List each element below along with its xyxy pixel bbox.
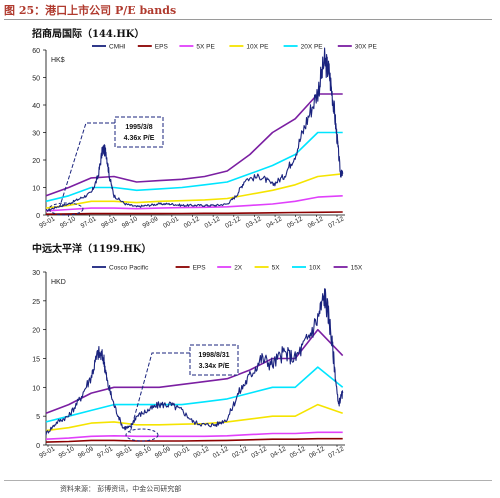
legend-entry: EPS — [193, 265, 207, 272]
series-line-30x-pe — [45, 93, 343, 197]
y-tick-label: 60 — [32, 48, 40, 55]
x-tick-label: 01-12 — [212, 445, 230, 460]
chart2-title: 中远太平洋（1199.HK） — [32, 244, 152, 255]
x-tick-label: 06-12 — [307, 215, 325, 230]
x-tick-label: 95-10 — [58, 445, 76, 460]
annotation-box — [114, 116, 164, 148]
source-rule — [4, 480, 492, 481]
x-tick-label: 95-01 — [38, 215, 56, 230]
x-tick-label: 03-12 — [245, 215, 263, 230]
x-tick-label: 99-09 — [142, 215, 160, 230]
figure-title: 图 25：港口上市公司 P/E bands — [4, 4, 177, 17]
y-axis-label: HK$ — [51, 57, 65, 64]
chart-cosco-pacific: 0 5 10 15 20 25 30 HKD 95-01 95-10 96-09 97-01 98-01… — [32, 265, 363, 460]
x-tick-label: 02-12 — [231, 445, 249, 460]
x-tick-label: 07-12 — [327, 445, 345, 460]
x-tick-label: 00-12 — [183, 215, 201, 230]
series-line-10x-pe — [45, 173, 343, 209]
legend-entry: CMHI — [109, 44, 126, 51]
legend-entry: 10X — [309, 265, 321, 272]
annotation-date: 1998/8/31 — [198, 352, 229, 359]
x-tick-label: 05-12 — [289, 445, 307, 460]
y-tick-label: 20 — [32, 158, 40, 165]
x-tick-label: 98-01 — [100, 215, 118, 230]
source-note: 资料来源： 彭博资讯，中金公司研究部 — [60, 485, 182, 493]
series-line-5x-pe — [45, 195, 343, 212]
x-tick-label: 97-01 — [80, 215, 98, 230]
annotation-leader — [59, 122, 115, 207]
annotation-box — [189, 344, 239, 376]
series-line-2x — [45, 431, 343, 440]
y-tick-label: 0 — [36, 213, 40, 220]
y-tick-label: 5 — [36, 414, 40, 421]
x-tick-label: 02-12 — [224, 215, 242, 230]
x-tick-label: 98-10 — [121, 215, 139, 230]
x-tick-label: 98-10 — [135, 445, 153, 460]
legend-entry: 20X PE — [301, 44, 324, 51]
x-tick-label: 00-01 — [173, 445, 191, 460]
series-line-eps — [45, 211, 343, 215]
legend-entry: 30X PE — [355, 44, 378, 51]
y-tick-label: 10 — [32, 186, 40, 193]
x-tick-label: 96-09 — [77, 445, 95, 460]
series-line-cosco-pacific — [45, 288, 344, 436]
legend-entry: 2X — [234, 265, 243, 272]
annotation-circle — [48, 202, 84, 216]
x-tick-label: 05-12 — [286, 215, 304, 230]
x-tick-label: 03-12 — [250, 445, 268, 460]
annotation-pe: 4.36x P/E — [124, 135, 155, 142]
annotation-pe: 3.34x P/E — [199, 363, 230, 370]
x-tick-label: 00-12 — [192, 445, 210, 460]
x-tick-label: 95-01 — [38, 445, 56, 460]
annotation-date: 1995/3/8 — [125, 124, 152, 131]
x-tick-label: 01-12 — [203, 215, 221, 230]
x-tick-label: 04-12 — [270, 445, 288, 460]
y-tick-label: 40 — [32, 103, 40, 110]
y-tick-label: 30 — [32, 270, 40, 277]
series-line-20x-pe — [45, 131, 343, 203]
legend-entry: 5X — [272, 265, 281, 272]
annotation-leader — [129, 352, 190, 434]
x-tick-label: 04-12 — [265, 215, 283, 230]
legend-entry: 15X — [351, 265, 363, 272]
series-line-10x — [45, 366, 344, 423]
legend-entry: 10X PE — [246, 44, 269, 51]
y-axis-label: HKD — [51, 279, 66, 286]
y-tick-label: 15 — [32, 357, 40, 364]
chart-cmhi: 0 10 20 30 40 50 60 HK$ 95-01 95-10 97-01 98-01 98-1… — [32, 44, 378, 230]
series-line-eps — [45, 437, 343, 443]
y-tick-label: 50 — [32, 76, 40, 83]
y-tick-label: 10 — [32, 385, 40, 392]
y-tick-label: 0 — [36, 443, 40, 450]
x-tick-label: 95-10 — [59, 215, 77, 230]
x-tick-label: 98-01 — [115, 445, 133, 460]
annotation-circle — [125, 428, 159, 442]
y-tick-label: 30 — [32, 131, 40, 138]
legend-entry: EPS — [155, 44, 169, 51]
y-tick-label: 20 — [32, 328, 40, 335]
x-tick-label: 97-01 — [96, 445, 114, 460]
x-tick-label: 00-01 — [162, 215, 180, 230]
x-tick-label: 07-12 — [327, 215, 345, 230]
x-tick-label: 99-09 — [154, 445, 172, 460]
y-tick-label: 25 — [32, 299, 40, 306]
legend-entry: 5X PE — [196, 44, 215, 51]
chart1-title: 招商局国际（144.HK） — [32, 29, 145, 40]
series-line-cmhi — [45, 47, 344, 212]
x-tick-label: 06-12 — [308, 445, 326, 460]
series-line-5x — [45, 403, 343, 432]
title-rule — [4, 19, 492, 20]
legend-entry: Cosco Pacific — [109, 265, 149, 272]
